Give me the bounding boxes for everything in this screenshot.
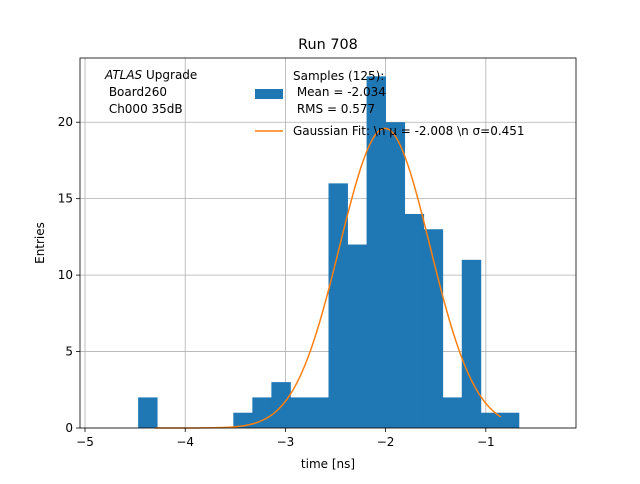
histogram-bar xyxy=(233,412,253,428)
x-tick-label: −2 xyxy=(377,435,395,449)
legend-fit-label: Gaussian Fit: \n μ = -2.008 \n σ=0.451 xyxy=(293,124,525,138)
legend-samples-label: Samples (125): xyxy=(293,69,384,83)
histogram-bar xyxy=(328,183,348,428)
annotation-line-1: ATLAS Upgrade xyxy=(104,68,197,82)
x-tick-label: −4 xyxy=(176,435,194,449)
annotation-channel: Ch000 35dB xyxy=(105,102,183,116)
histogram-bar xyxy=(404,213,425,428)
histogram-bars xyxy=(138,76,520,428)
x-tick-label: −5 xyxy=(76,435,94,449)
histogram-bar xyxy=(347,244,367,428)
chart-title: Run 708 xyxy=(298,37,358,53)
y-tick-label: 0 xyxy=(65,421,73,435)
x-axis-ticks: −5 −4 −3 −2 −1 xyxy=(76,428,495,449)
histogram-bar xyxy=(442,397,463,428)
annotation-board: Board260 xyxy=(105,85,167,99)
legend-mean-label: Mean = -2.034 xyxy=(293,85,386,99)
histogram-bar xyxy=(252,397,272,428)
legend-histogram-patch xyxy=(255,89,283,99)
atlas-annotation: ATLAS Upgrade Board260 Ch000 35dB xyxy=(104,68,197,116)
y-axis-ticks: 0 5 10 15 20 xyxy=(58,115,80,435)
histogram-bar xyxy=(499,412,520,428)
histogram-bar xyxy=(309,397,329,428)
y-axis-label: Entries xyxy=(33,222,47,264)
y-tick-label: 20 xyxy=(58,115,73,129)
annotation-upgrade: Upgrade xyxy=(142,68,197,82)
y-tick-label: 5 xyxy=(65,345,73,359)
histogram-bar xyxy=(290,397,310,428)
histogram-bar xyxy=(480,412,501,428)
y-tick-label: 10 xyxy=(58,268,73,282)
axes-frame xyxy=(79,57,577,429)
annotation-atlas: ATLAS xyxy=(104,68,143,82)
y-tick-label: 15 xyxy=(58,192,73,206)
legend-rms-label: RMS = 0.577 xyxy=(293,102,375,116)
histogram-bar xyxy=(271,382,291,428)
x-axis-label: time [ns] xyxy=(301,457,355,471)
histogram-bar xyxy=(461,259,482,428)
legend: Samples (125): Mean = -2.034 RMS = 0.577… xyxy=(255,69,525,138)
histogram-bar xyxy=(138,397,158,428)
x-tick-label: −1 xyxy=(477,435,495,449)
histogram-bar xyxy=(385,122,406,428)
x-tick-label: −3 xyxy=(277,435,295,449)
histogram-bar xyxy=(366,76,387,428)
